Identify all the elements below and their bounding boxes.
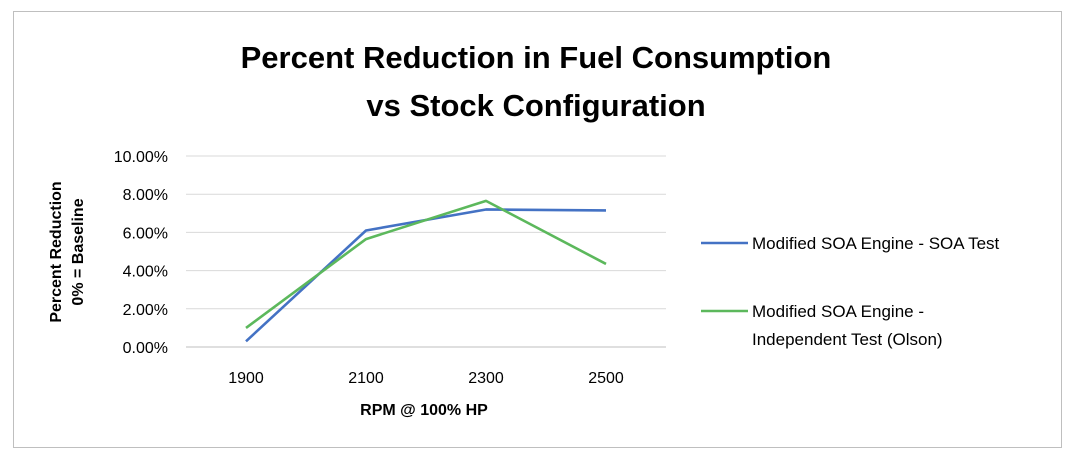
y-tick-label: 6.00%	[123, 225, 168, 242]
x-tick-label: 1900	[228, 370, 264, 387]
legend-label: Modified SOA Engine - SOA Test	[752, 234, 1000, 253]
x-axis-title: RPM @ 100% HP	[360, 402, 488, 419]
gridlines	[186, 155, 666, 348]
y-axis-tick-labels: 0.00% 2.00% 4.00% 6.00% 8.00% 10.00%	[114, 149, 168, 357]
legend-label: Independent Test (Olson)	[752, 330, 943, 349]
series-line	[245, 199, 607, 329]
y-axis-title-line-1: Percent Reduction	[48, 181, 65, 322]
legend: Modified SOA Engine - SOA Test Modified S…	[701, 234, 1000, 349]
x-tick-label: 2100	[348, 370, 384, 387]
x-tick-label: 2500	[588, 370, 624, 387]
series-line	[245, 208, 607, 343]
y-tick-label: 0.00%	[123, 340, 168, 357]
chart-title-line-1: Percent Reduction in Fuel Consumption	[241, 40, 832, 75]
x-axis-tick-labels: 1900 2100 2300 2500	[228, 370, 624, 387]
y-tick-label: 2.00%	[123, 302, 168, 319]
y-axis-title-line-2: 0% = Baseline	[70, 198, 87, 305]
y-tick-label: 8.00%	[123, 187, 168, 204]
series-lines	[245, 199, 607, 343]
y-tick-label: 10.00%	[114, 149, 168, 166]
chart-frame	[13, 11, 1062, 448]
chart-title-line-2: vs Stock Configuration	[366, 88, 705, 123]
legend-label: Modified SOA Engine -	[752, 302, 924, 321]
y-tick-label: 4.00%	[123, 264, 168, 281]
x-tick-label: 2300	[468, 370, 504, 387]
